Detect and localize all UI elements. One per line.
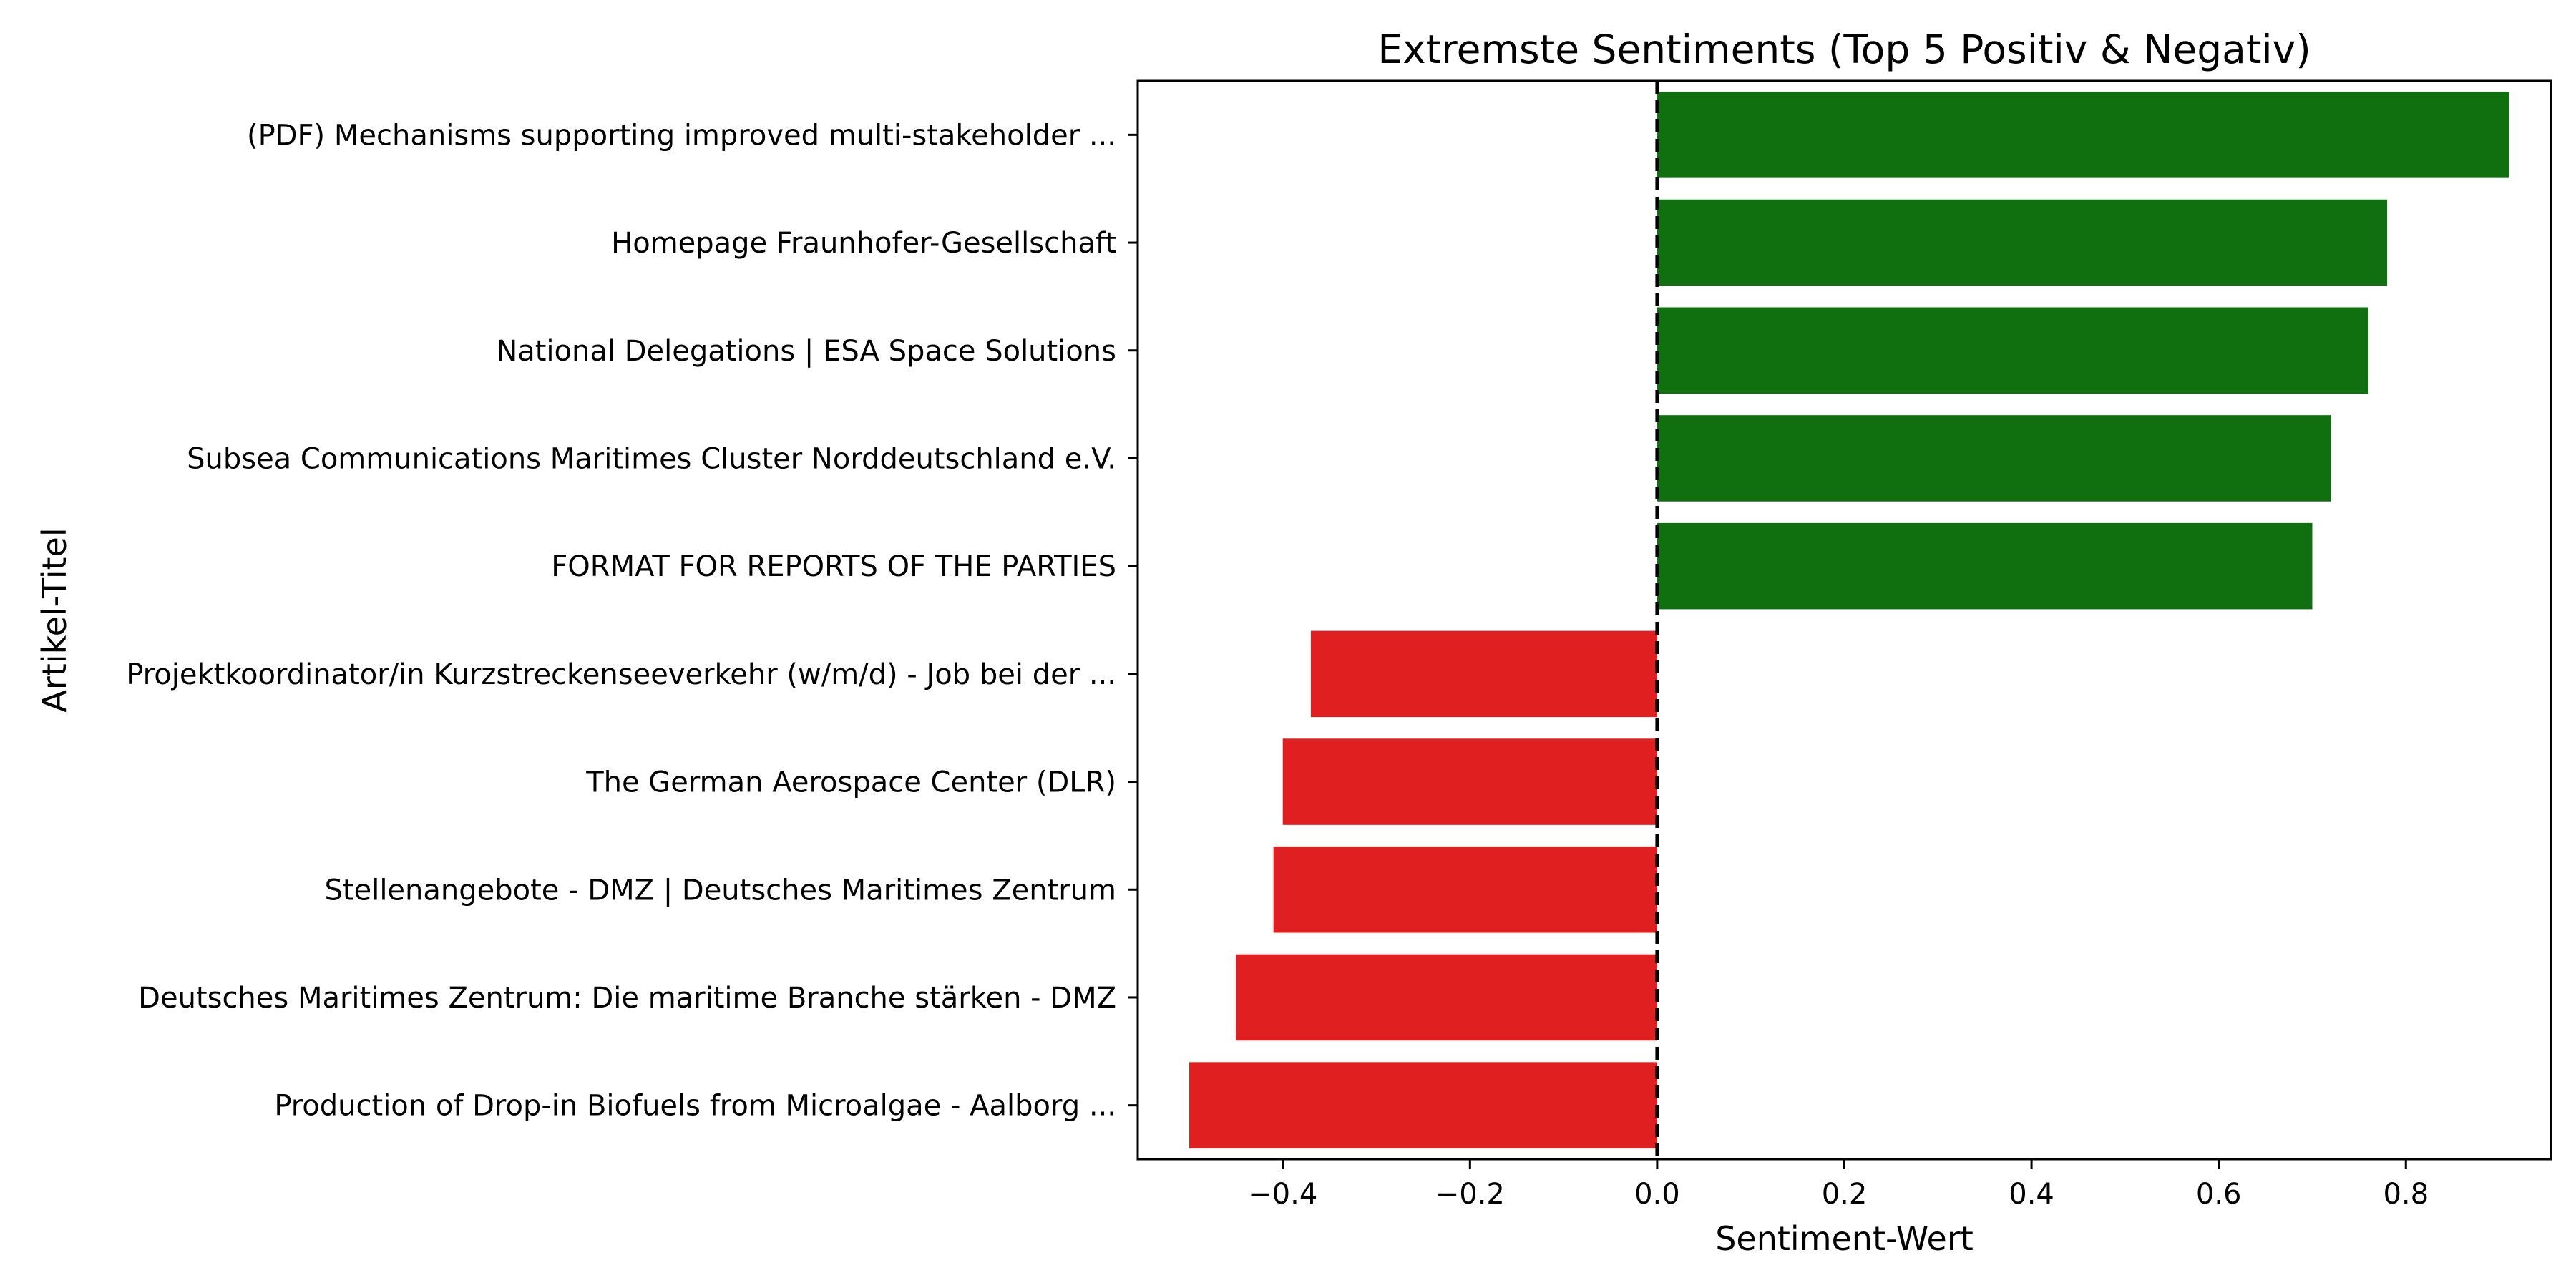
y-tick-label: National Delegations | ESA Space Solutio… <box>496 335 1116 368</box>
x-tick-label: 0.0 <box>1634 1178 1680 1211</box>
y-tick-label: FORMAT FOR REPORTS OF THE PARTIES <box>551 550 1116 583</box>
x-tick-label: 0.4 <box>2009 1178 2054 1211</box>
x-axis-label: Sentiment-Wert <box>1715 1219 1974 1258</box>
y-tick-label: Stellenangebote - DMZ | Deutsches Mariti… <box>325 874 1116 907</box>
bar-10 <box>1189 1062 1657 1148</box>
y-tick-label: Homepage Fraunhofer-Gesellschaft <box>611 227 1116 260</box>
y-tick-label: Production of Drop-in Biofuels from Micr… <box>274 1090 1116 1123</box>
x-tick-label: 0.6 <box>2196 1178 2242 1211</box>
bar-9 <box>1236 954 1657 1041</box>
y-axis-label: Artikel-Titel <box>35 527 74 712</box>
x-tick-label: 0.2 <box>1822 1178 1868 1211</box>
bar-2 <box>1657 199 2388 286</box>
bars-group <box>1189 92 2509 1148</box>
bar-1 <box>1657 92 2509 178</box>
x-tick-label: 0.8 <box>2383 1178 2429 1211</box>
y-tick-label: Subsea Communications Maritimes Cluster … <box>187 442 1116 475</box>
bar-4 <box>1657 415 2331 502</box>
y-tick-label: Deutsches Maritimes Zentrum: Die maritim… <box>138 982 1116 1015</box>
x-axis: −0.4 −0.2 0.0 0.2 0.4 0.6 0.8 <box>1248 1159 2429 1211</box>
y-axis: (PDF) Mechanisms supporting improved mul… <box>126 119 1138 1123</box>
bar-6 <box>1310 630 1657 718</box>
y-tick-label: (PDF) Mechanisms supporting improved mul… <box>247 119 1116 152</box>
x-tick-label: −0.4 <box>1248 1178 1317 1211</box>
bar-5 <box>1657 522 2313 610</box>
y-tick-label: Projektkoordinator/in Kurzstreckenseever… <box>126 658 1116 691</box>
chart-title: Extremste Sentiments (Top 5 Positiv & Ne… <box>1377 26 2311 72</box>
bar-8 <box>1273 846 1657 933</box>
y-tick-label: The German Aerospace Center (DLR) <box>585 766 1116 799</box>
bar-7 <box>1282 738 1657 825</box>
x-tick-label: −0.2 <box>1435 1178 1505 1211</box>
bar-3 <box>1657 307 2368 394</box>
